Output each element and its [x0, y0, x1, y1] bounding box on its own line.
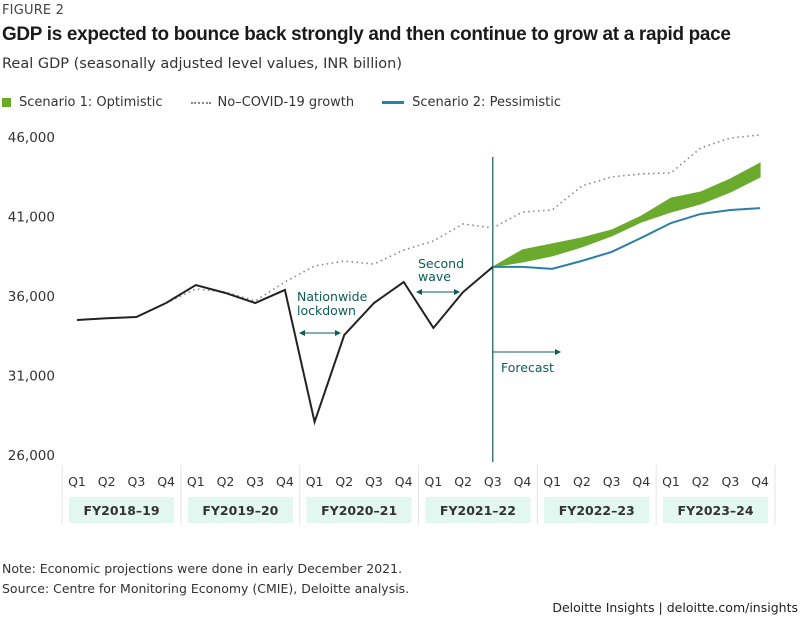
y-tick-label: 31,000 [8, 369, 55, 385]
quarter-tick-label: Q3 [603, 474, 621, 489]
no-covid-line [165, 134, 761, 304]
quarter-tick-label: Q1 [543, 474, 561, 489]
quarter-tick-label: Q3 [365, 474, 383, 489]
series-group [76, 134, 761, 462]
quarter-tick-label: Q2 [98, 474, 116, 489]
pessimistic-swatch-icon [382, 101, 405, 104]
legend-item-optimistic: Scenario 1: Optimistic [2, 95, 163, 110]
fy-band [544, 497, 650, 523]
y-tick-label: 46,000 [8, 130, 55, 146]
quarter-tick-label: Q1 [306, 474, 324, 489]
legend: Scenario 1: Optimistic No–COVID-19 growt… [2, 95, 589, 110]
quarter-tick-label: Q4 [514, 474, 532, 489]
legend-item-no-covid: No–COVID-19 growth [190, 95, 355, 110]
x-axis-quarters: Q1 Q2 Q3 Q4 Q1 Q2 Q3 Q4 Q1 Q2 Q3 Q4 Q1 Q2 Q3 Q4 Q1 Q2 Q3 Q4… [68, 474, 769, 489]
figure-label: FIGURE 2 [2, 3, 65, 18]
legend-label: Scenario 2: Pessimistic [412, 95, 562, 110]
annotation-second-wave-text: Second [418, 256, 464, 271]
fy-band [306, 497, 412, 523]
quarter-tick-label: Q2 [454, 474, 472, 489]
fy-label: FY2021–22 [440, 503, 516, 518]
annotation-lockdown-text: lockdown [297, 303, 356, 318]
pessimistic-line [492, 207, 761, 270]
quarter-tick-label: Q2 [217, 474, 235, 489]
annotation-lockdown-text: Nationwide [297, 289, 368, 304]
fy-label: FY2018–19 [84, 503, 160, 518]
y-tick-label: 26,000 [8, 448, 55, 464]
quarter-tick-label: Q2 [692, 474, 710, 489]
quarter-tick-label: Q2 [335, 474, 353, 489]
chart-plot: 46,000 41,000 36,000 31,000 26,000 FY2018–19… [8, 130, 776, 525]
fy-band [187, 497, 293, 523]
footnotes: Note: Economic projections were done in … [2, 559, 409, 599]
quarter-tick-label: Q3 [128, 474, 146, 489]
quarter-tick-label: Q3 [484, 474, 502, 489]
quarter-tick-label: Q1 [662, 474, 680, 489]
quarter-tick-label: Q4 [157, 474, 175, 489]
annotation-second-wave-text: wave [418, 269, 451, 284]
chart-title: GDP is expected to bounce back strongly … [2, 23, 731, 45]
optimistic-swatch-icon [2, 98, 11, 107]
legend-item-pessimistic: Scenario 2: Pessimistic [382, 95, 561, 110]
legend-label: Scenario 1: Optimistic [19, 95, 163, 110]
fy-label: FY2022–23 [559, 503, 635, 518]
fy-label: FY2020–21 [321, 503, 397, 518]
quarter-tick-label: Q3 [246, 474, 264, 489]
fy-label: FY2019–20 [202, 503, 278, 518]
y-tick-label: 36,000 [8, 289, 55, 305]
chart-subtitle: Real GDP (seasonally adjusted level valu… [2, 56, 402, 72]
fy-label: FY2023–24 [678, 503, 754, 518]
fy-band [663, 497, 769, 523]
note-text: Note: Economic projections were done in … [2, 561, 403, 576]
quarter-tick-label: Q1 [425, 474, 443, 489]
credit-text: Deloitte Insights | deloitte.com/insight… [552, 600, 798, 615]
quarter-tick-label: Q1 [68, 474, 86, 489]
quarter-tick-label: Q4 [751, 474, 769, 489]
quarter-tick-label: Q1 [187, 474, 205, 489]
quarter-tick-label: Q4 [276, 474, 294, 489]
fiscal-year-bands: FY2018–19 FY2019–20 FY2020–21 FY2021–22 FY20… [61, 465, 776, 525]
quarter-tick-label: Q4 [395, 474, 413, 489]
annotation-forecast-text: Forecast [501, 360, 554, 375]
quarter-tick-label: Q4 [632, 474, 650, 489]
source-text: Source: Centre for Monitoring Economy (C… [2, 581, 410, 596]
actual-line [76, 266, 494, 426]
quarter-tick-label: Q3 [722, 474, 740, 489]
fy-band [425, 497, 531, 523]
fy-band [69, 497, 175, 523]
y-tick-label: 41,000 [8, 210, 55, 226]
y-axis: 46,000 41,000 36,000 31,000 26,000 [8, 130, 55, 464]
quarter-tick-label: Q2 [573, 474, 591, 489]
legend-label: No–COVID-19 growth [217, 95, 355, 110]
optimistic-band [492, 162, 761, 268]
dotted-line-swatch-icon [190, 101, 211, 104]
